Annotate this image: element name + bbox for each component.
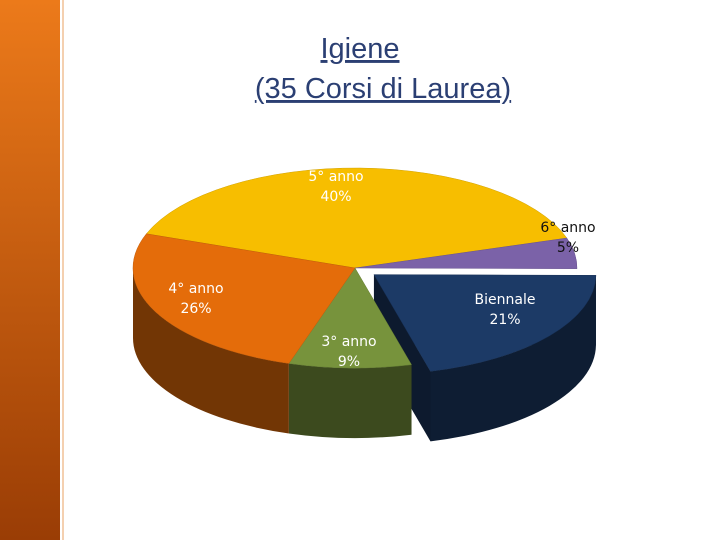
slice-label: 5° anno	[308, 169, 363, 185]
chart-subtitle: (35 Corsi di Laurea)	[255, 73, 511, 105]
slice-label: 6° anno	[540, 220, 595, 236]
slice	[145, 167, 568, 269]
slice-side	[288, 363, 412, 438]
slice-top	[354, 237, 578, 269]
slice-label: 4° anno	[168, 281, 223, 297]
slice	[373, 274, 597, 442]
slice-value-label: 9%	[338, 354, 360, 370]
slice-top	[132, 233, 356, 364]
slice-label: Biennale	[475, 292, 536, 308]
slice-side	[430, 275, 596, 442]
slice-side	[133, 268, 289, 434]
side-band	[0, 0, 60, 540]
slice-value-label: 21%	[489, 312, 520, 328]
slice	[132, 233, 356, 434]
slice-top	[373, 274, 597, 372]
slice-value-label: 5%	[557, 240, 579, 256]
slice-value-label: 40%	[320, 189, 351, 205]
chart-title: Igiene	[320, 33, 399, 65]
slice-value-label: 26%	[180, 301, 211, 317]
slice	[288, 267, 412, 438]
slice-top	[145, 167, 568, 269]
slice-top	[288, 267, 412, 369]
slice-label: 3° anno	[321, 334, 376, 350]
